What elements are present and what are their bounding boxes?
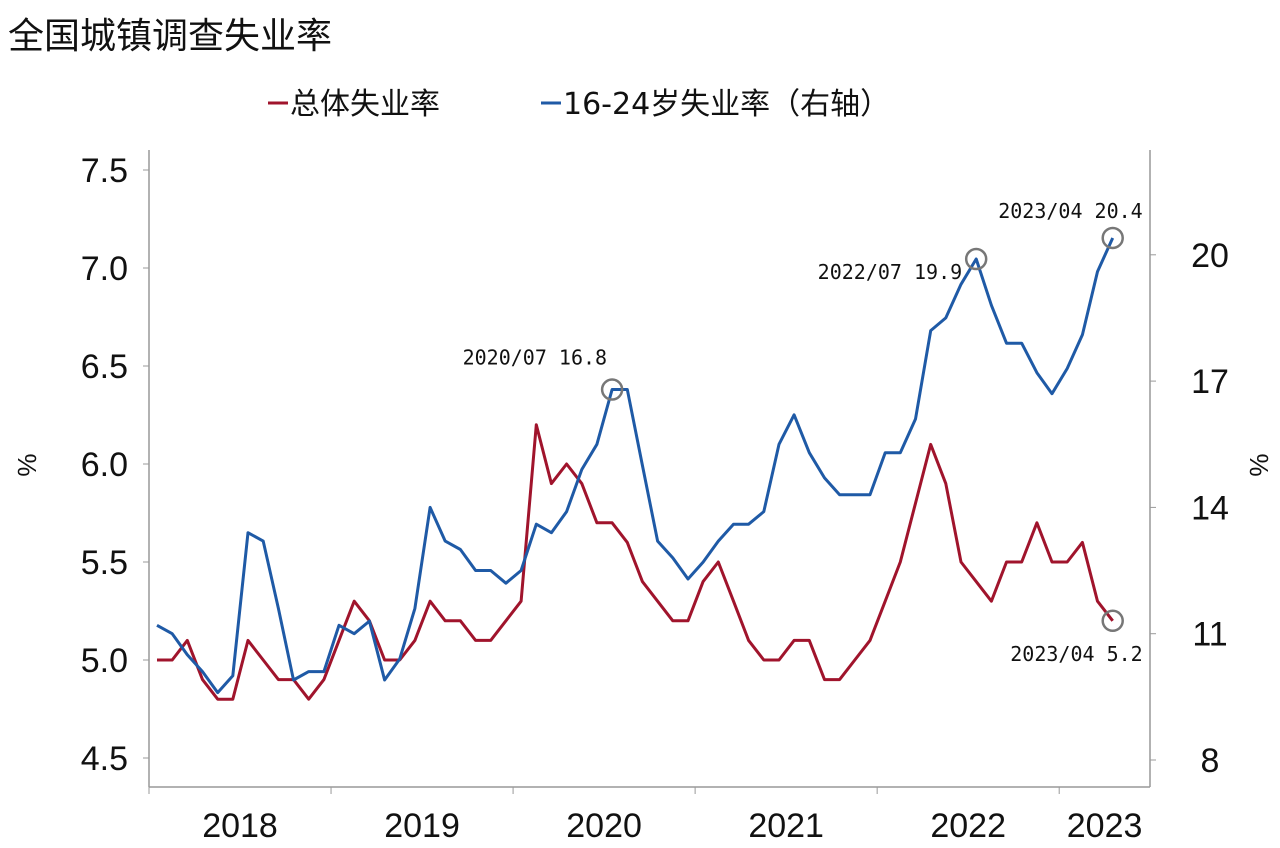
y-tick-label-right: 11 bbox=[1192, 616, 1227, 654]
y-tick-label-left: 5.5 bbox=[81, 544, 128, 582]
x-tick-label: 2018 bbox=[202, 807, 278, 845]
series-line-youth bbox=[156, 237, 1115, 695]
annotation-label: 2020/07 16.8 bbox=[463, 346, 608, 370]
x-tick-label: 2022 bbox=[930, 807, 1006, 845]
annotation-label: 2022/07 19.9 bbox=[818, 260, 963, 284]
legend-label-total: 总体失业率 bbox=[290, 87, 440, 122]
series-line-total bbox=[157, 423, 1114, 701]
x-tick-label: 2023 bbox=[1067, 807, 1143, 845]
y-tick-label-left: 6.5 bbox=[81, 348, 128, 386]
y-axis-label-right: % bbox=[1244, 453, 1274, 476]
x-tick-label: 2019 bbox=[384, 807, 460, 845]
y-tick-label-right: 20 bbox=[1191, 237, 1229, 275]
x-tick-label: 2021 bbox=[748, 807, 824, 845]
x-tick-label: 2020 bbox=[566, 807, 642, 845]
chart-title: 全国城镇调查失业率 bbox=[8, 16, 332, 57]
y-tick-label-left: 4.5 bbox=[81, 740, 128, 778]
annotation-label: 2023/04 20.4 bbox=[998, 199, 1143, 223]
annotation-marker bbox=[600, 378, 624, 401]
y-tick-label-right: 8 bbox=[1201, 742, 1220, 780]
y-axis-label-left: % bbox=[12, 453, 42, 476]
y-tick-label-left: 7.5 bbox=[81, 152, 128, 190]
y-tick-label-left: 6.0 bbox=[81, 446, 128, 484]
annotation-marker bbox=[1101, 226, 1124, 250]
y-tick-label-left: 5.0 bbox=[81, 642, 128, 680]
annotation-marker bbox=[1101, 609, 1124, 633]
annotation-label: 2023/04 5.2 bbox=[1010, 642, 1142, 666]
y-tick-label-right: 14 bbox=[1191, 489, 1229, 527]
y-tick-label-right: 17 bbox=[1191, 363, 1229, 401]
y-tick-label-left: 7.0 bbox=[81, 250, 128, 288]
annotation-marker bbox=[964, 247, 988, 271]
legend-label-youth: 16-24岁失业率（右轴） bbox=[563, 87, 890, 122]
legend: 总体失业率 16-24岁失业率（右轴） bbox=[268, 87, 890, 122]
